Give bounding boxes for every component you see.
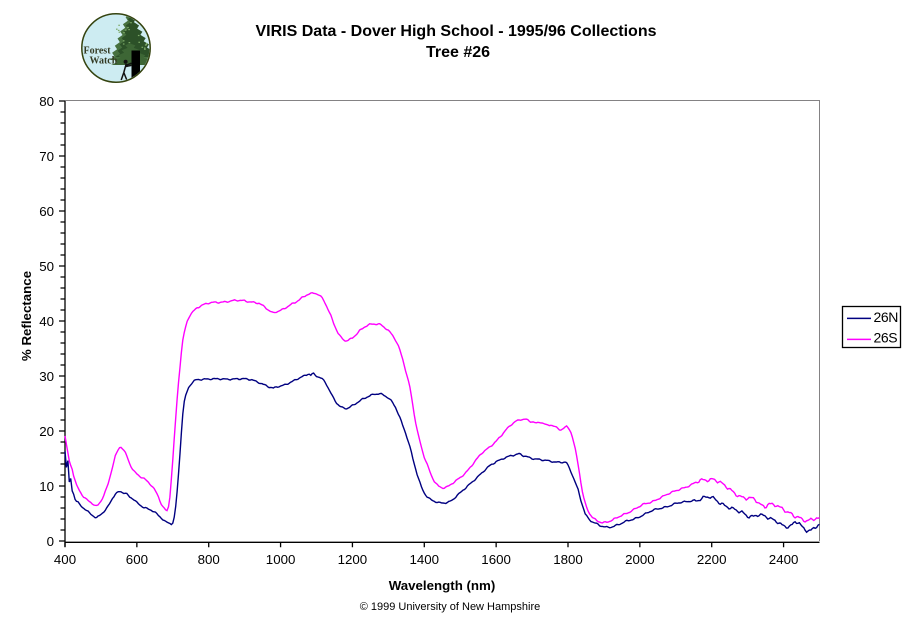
svg-text:2000: 2000 [625, 552, 655, 567]
svg-text:60: 60 [39, 204, 54, 219]
svg-text:20: 20 [39, 424, 54, 439]
svg-text:2400: 2400 [769, 552, 799, 567]
svg-text:Watch: Watch [90, 55, 118, 66]
svg-text:VIRIS Data - Dover High School: VIRIS Data - Dover High School - 1995/96… [256, 23, 657, 40]
svg-text:1400: 1400 [410, 552, 440, 567]
svg-text:10: 10 [39, 479, 54, 494]
svg-text:26N: 26N [874, 309, 898, 325]
svg-text:50: 50 [39, 259, 54, 274]
svg-text:0: 0 [47, 534, 54, 549]
svg-text:Forest: Forest [84, 46, 112, 57]
svg-text:1800: 1800 [553, 552, 583, 567]
svg-text:400: 400 [54, 552, 76, 567]
svg-text:70: 70 [39, 149, 54, 164]
svg-text:26S: 26S [874, 329, 898, 345]
svg-text:Tree #26: Tree #26 [426, 44, 490, 61]
svg-text:600: 600 [126, 552, 148, 567]
svg-text:1600: 1600 [481, 552, 511, 567]
svg-text:% Reflectance: % Reflectance [19, 271, 34, 361]
svg-text:© 1999 University of New Hamps: © 1999 University of New Hampshire [360, 601, 541, 613]
svg-text:40: 40 [39, 314, 54, 329]
svg-text:800: 800 [198, 552, 220, 567]
svg-text:80: 80 [39, 94, 54, 109]
svg-text:Wavelength (nm): Wavelength (nm) [389, 578, 496, 593]
svg-text:1000: 1000 [266, 552, 296, 567]
svg-text:30: 30 [39, 369, 54, 384]
svg-text:1200: 1200 [338, 552, 368, 567]
svg-text:2200: 2200 [697, 552, 727, 567]
